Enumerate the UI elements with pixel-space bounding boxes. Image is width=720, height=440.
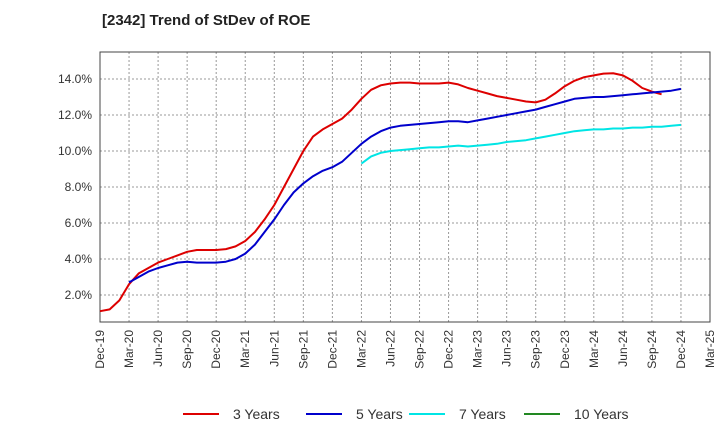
legend-swatch — [524, 413, 560, 415]
x-tick-label: Mar-25 — [703, 330, 717, 368]
legend-item-0: 3 Years — [183, 402, 280, 426]
plot-area — [99, 51, 711, 323]
series-lines — [99, 72, 682, 313]
y-tick-label: 8.0% — [65, 180, 93, 194]
legend-label: 3 Years — [233, 406, 280, 422]
y-tick-label: 2.0% — [65, 288, 93, 302]
x-tick-label: Jun-20 — [151, 330, 165, 367]
x-tick-label: Jun-21 — [267, 330, 281, 367]
y-tick-label: 4.0% — [65, 252, 93, 266]
x-tick-label: Sep-24 — [645, 330, 659, 369]
legend-swatch — [409, 413, 445, 415]
x-tick-label: Mar-24 — [587, 330, 601, 368]
x-tick-label: Mar-21 — [238, 330, 252, 368]
series-line-1 — [128, 87, 682, 284]
legend-label: 10 Years — [574, 406, 629, 422]
y-tick-label: 14.0% — [58, 72, 92, 86]
x-tick-label: Dec-22 — [442, 330, 456, 369]
x-tick-label: Jun-24 — [616, 330, 630, 367]
x-tick-label: Sep-20 — [180, 330, 194, 369]
x-tick-label: Sep-21 — [296, 330, 310, 369]
legend-item-2: 7 Years — [409, 402, 506, 426]
x-tick-label: Mar-20 — [122, 330, 136, 368]
x-tick-label: Dec-21 — [325, 330, 339, 369]
legend: 3 Years 5 Years 7 Years 10 Years — [0, 402, 720, 426]
y-axis: 2.0% 4.0% 6.0% 8.0% 10.0% 12.0% 14.0% — [58, 72, 92, 302]
x-tick-label: Mar-22 — [354, 330, 368, 368]
x-tick-label: Dec-20 — [209, 330, 223, 369]
series-line-0 — [99, 72, 662, 313]
x-tick-label: Sep-23 — [529, 330, 543, 369]
y-tick-label: 10.0% — [58, 144, 92, 158]
chart-title: [2342] Trend of StDev of ROE — [102, 12, 311, 29]
y-tick-label: 12.0% — [58, 108, 92, 122]
legend-item-3: 10 Years — [524, 402, 629, 426]
x-axis: Dec-19 Mar-20 Jun-20 Sep-20 Dec-20 Mar-21 Jun-… — [93, 330, 717, 369]
legend-swatch — [306, 413, 342, 415]
x-tick-label: Dec-24 — [674, 330, 688, 369]
legend-label: 5 Years — [356, 406, 403, 422]
x-tick-label: Mar-23 — [471, 330, 485, 368]
grid-lines — [100, 52, 710, 322]
x-tick-label: Dec-23 — [558, 330, 572, 369]
legend-swatch — [183, 413, 219, 415]
x-tick-label: Jun-22 — [383, 330, 397, 367]
x-tick-label: Dec-19 — [93, 330, 107, 369]
x-tick-label: Sep-22 — [413, 330, 427, 369]
y-tick-label: 6.0% — [65, 216, 93, 230]
legend-item-1: 5 Years — [306, 402, 403, 426]
series-line-2 — [360, 123, 682, 165]
legend-label: 7 Years — [459, 406, 506, 422]
x-tick-label: Jun-23 — [500, 330, 514, 367]
